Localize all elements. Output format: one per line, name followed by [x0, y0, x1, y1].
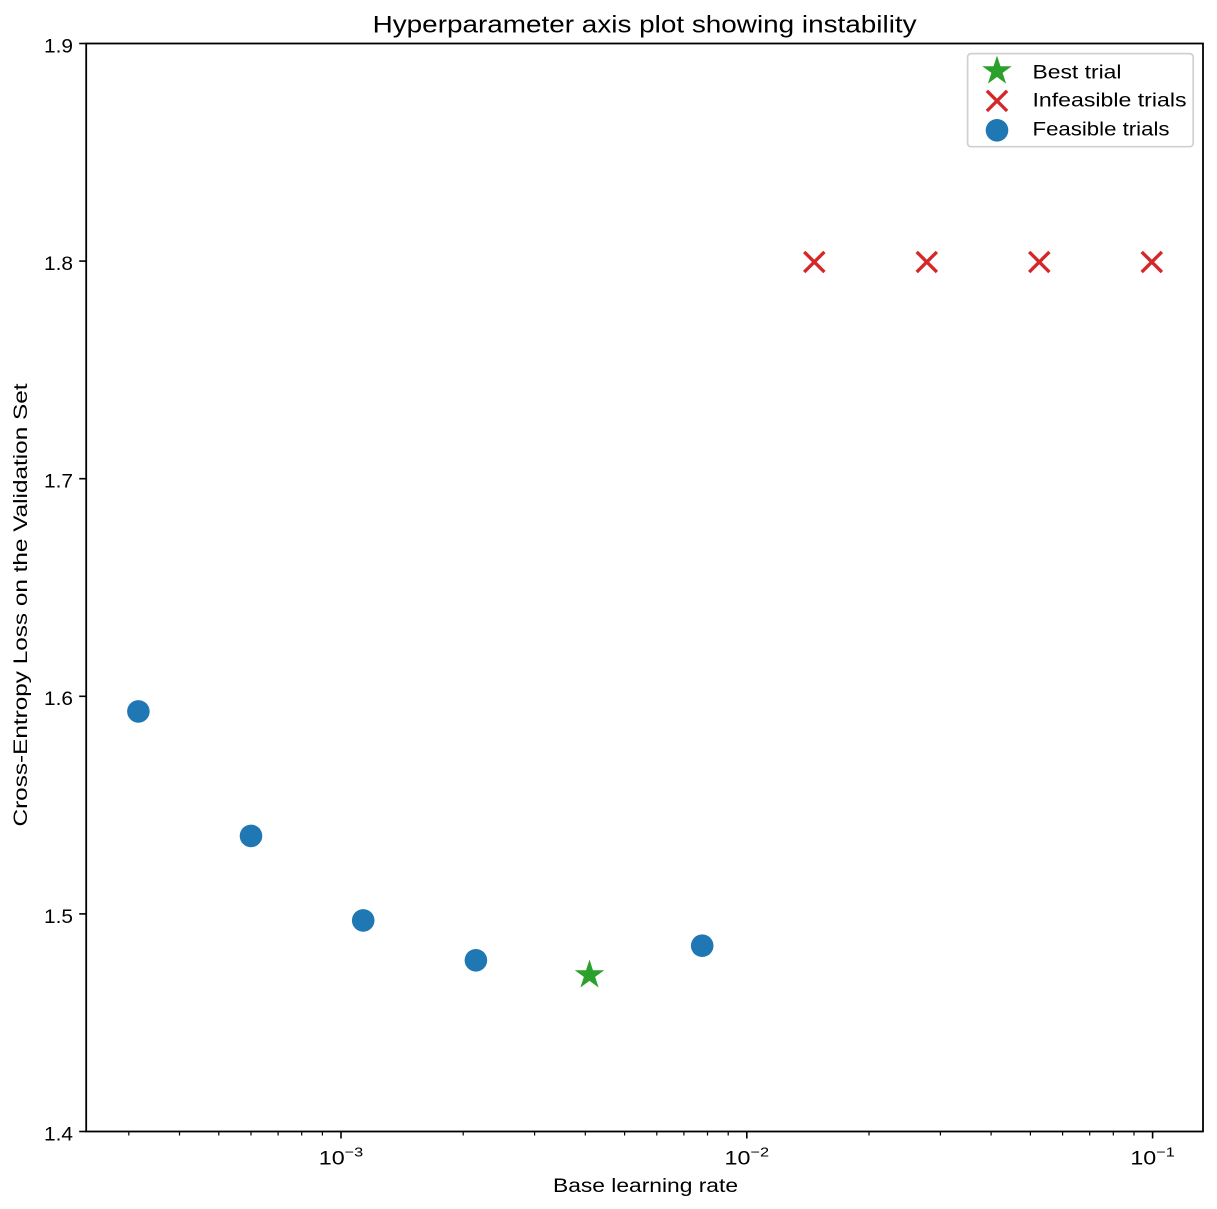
svg-text:1.9: 1.9 — [44, 36, 73, 57]
svg-text:Hyperparameter axis plot showi: Hyperparameter axis plot showing instabi… — [373, 11, 918, 38]
svg-text:1.4: 1.4 — [44, 1124, 73, 1145]
svg-text:Infeasible trials: Infeasible trials — [1033, 91, 1187, 112]
svg-text:1.5: 1.5 — [44, 907, 73, 928]
svg-text:1.7: 1.7 — [44, 472, 73, 493]
svg-text:10−3: 10 −3 — [319, 1145, 364, 1170]
svg-text:Feasible trials: Feasible trials — [1033, 120, 1170, 141]
svg-text:Cross-Entropy Loss on the Vali: Cross-Entropy Loss on the Validation Set — [11, 383, 32, 827]
svg-text:1.8: 1.8 — [44, 254, 73, 275]
svg-text:Best trial: Best trial — [1033, 62, 1122, 83]
svg-text:Base learning rate: Base learning rate — [553, 1176, 738, 1197]
svg-text:1.6: 1.6 — [44, 689, 73, 710]
